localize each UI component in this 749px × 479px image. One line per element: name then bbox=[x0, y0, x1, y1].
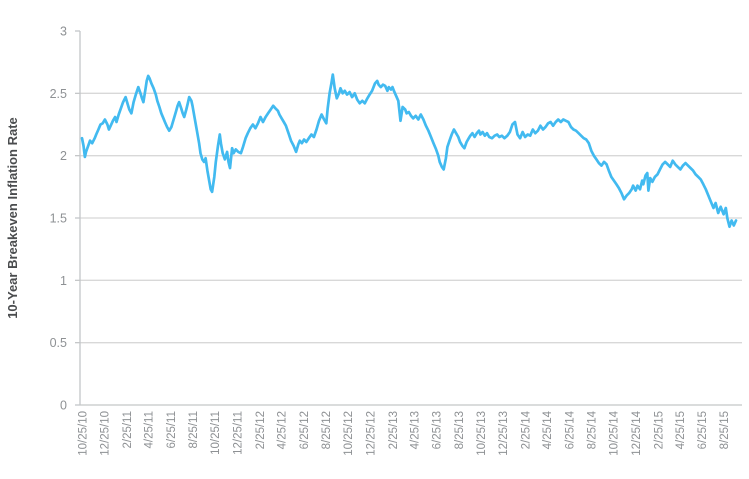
x-tick-label: 4/25/15 bbox=[675, 411, 687, 449]
x-tick-label: 12/25/14 bbox=[631, 410, 643, 455]
x-tick-label: 10/25/13 bbox=[476, 411, 488, 456]
x-tick-label: 4/25/11 bbox=[144, 411, 156, 449]
x-tick-label: 8/25/14 bbox=[586, 410, 598, 449]
x-tick-label: 6/25/13 bbox=[432, 411, 444, 449]
x-tick-label: 8/25/15 bbox=[719, 411, 731, 449]
x-tick-label: 12/25/10 bbox=[100, 411, 112, 456]
x-tick-label: 12/25/11 bbox=[232, 411, 244, 455]
x-tick-label: 6/25/12 bbox=[299, 411, 311, 449]
series-line-10yr-breakeven bbox=[80, 73, 738, 229]
x-tick-label: 10/25/10 bbox=[78, 411, 90, 456]
x-tick-label: 10/25/11 bbox=[210, 411, 222, 455]
y-tick-label: 2.5 bbox=[50, 87, 67, 101]
x-tick-label: 12/25/13 bbox=[498, 411, 510, 456]
x-tick-label: 4/25/13 bbox=[409, 411, 421, 449]
x-tick-label: 6/25/15 bbox=[697, 411, 709, 449]
x-tick-label: 2/25/14 bbox=[521, 410, 533, 449]
x-tick-label: 4/25/14 bbox=[542, 410, 554, 449]
x-tick-label: 2/25/12 bbox=[255, 411, 267, 449]
x-tick-label: 10/25/12 bbox=[343, 411, 355, 456]
x-tick-label: 8/25/11 bbox=[188, 411, 200, 449]
x-tick-label: 10/25/14 bbox=[609, 410, 621, 455]
y-tick-label: 1 bbox=[60, 274, 67, 288]
y-tick-label: 2 bbox=[60, 149, 67, 163]
x-tick-label: 2/25/15 bbox=[653, 411, 665, 449]
y-tick-label: 0.5 bbox=[50, 336, 67, 350]
x-tick-label: 8/25/13 bbox=[454, 411, 466, 449]
y-tick-label: 3 bbox=[60, 25, 67, 39]
x-tick-label: 8/25/12 bbox=[321, 411, 333, 449]
x-tick-label: 2/25/13 bbox=[388, 411, 400, 449]
x-tick-label: 4/25/12 bbox=[277, 411, 289, 449]
x-tick-label: 6/25/14 bbox=[564, 410, 576, 449]
x-tick-label: 2/25/11 bbox=[122, 411, 134, 449]
y-tick-label: 1.5 bbox=[50, 212, 67, 226]
x-tick-label: 12/25/12 bbox=[365, 411, 377, 456]
y-axis-title: 10-Year Breakeven Inflation Rate bbox=[5, 117, 20, 319]
y-tick-label: 0 bbox=[60, 399, 67, 413]
x-tick-label: 6/25/11 bbox=[166, 411, 178, 449]
